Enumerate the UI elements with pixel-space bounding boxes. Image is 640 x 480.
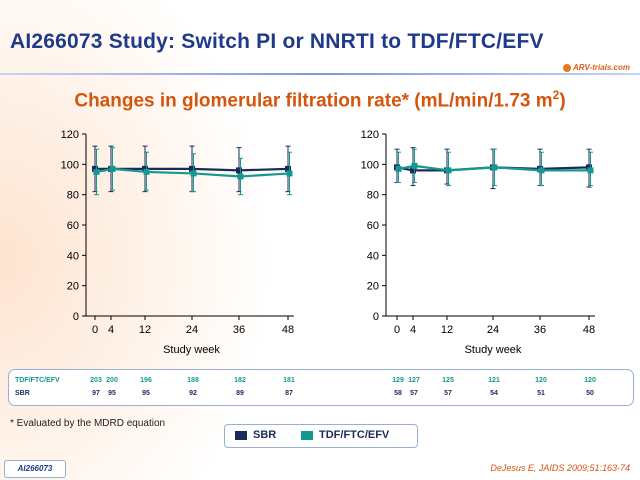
y-tick-label: 60 xyxy=(67,220,79,232)
logo-icon xyxy=(562,63,571,72)
subtitle-superscript: 2 xyxy=(552,88,560,102)
y-tick-label: 20 xyxy=(367,281,379,293)
count-tdf-left: 181 xyxy=(283,377,295,384)
x-tick-label: 48 xyxy=(583,324,595,336)
count-sbr-left: 95 xyxy=(142,390,150,397)
data-point-sbr xyxy=(142,165,148,172)
data-point-tdf xyxy=(143,168,150,175)
y-tick-label: 100 xyxy=(61,159,79,171)
y-tick-label: 60 xyxy=(367,220,379,232)
x-axis-label: Study week xyxy=(163,344,220,356)
data-point-tdf xyxy=(491,164,498,171)
x-tick-label: 12 xyxy=(139,324,151,336)
data-point-sbr xyxy=(92,165,98,172)
slide-title: AI266073 Study: Switch PI or NNRTI to TD… xyxy=(10,30,544,53)
count-tdf-right: 127 xyxy=(408,377,420,384)
count-tdf-right: 120 xyxy=(584,377,596,384)
data-point-tdf xyxy=(395,165,402,172)
legend-swatch-tdf xyxy=(301,431,313,440)
title-divider xyxy=(0,73,640,75)
count-tdf-right: 129 xyxy=(392,377,404,384)
y-tick-label: 20 xyxy=(67,281,79,293)
citation: DeJesus E, JAIDS 2009;51:163-74 xyxy=(490,463,630,473)
y-tick-label: 80 xyxy=(367,190,379,202)
x-tick-label: 24 xyxy=(186,324,198,336)
y-tick-label: 40 xyxy=(367,250,379,262)
x-tick-label: 24 xyxy=(487,324,499,336)
site-logo: ARV-trials.com xyxy=(562,63,630,72)
data-point-tdf xyxy=(109,165,116,172)
counts-row-label-sbr: SBR xyxy=(15,390,30,397)
count-tdf-right: 121 xyxy=(488,377,500,384)
patient-counts-table: TDF/FTC/EFV SBR 203 200 196 188 182 181 97 95 95… xyxy=(8,369,634,406)
count-sbr-left: 95 xyxy=(108,390,116,397)
y-tick-label: 0 xyxy=(373,311,379,323)
x-tick-label: 0 xyxy=(394,324,400,336)
count-tdf-right: 120 xyxy=(535,377,547,384)
count-sbr-right: 50 xyxy=(586,390,594,397)
count-sbr-right: 51 xyxy=(537,390,545,397)
count-tdf-left: 200 xyxy=(106,377,118,384)
chart-subtitle: Changes in glomerular filtration rate* (… xyxy=(0,88,640,112)
subtitle-main: Changes in glomerular filtration rate* (… xyxy=(74,90,553,112)
count-sbr-right: 57 xyxy=(410,390,418,397)
y-tick-label: 100 xyxy=(361,159,379,171)
x-tick-label: 4 xyxy=(108,324,114,336)
count-sbr-left: 89 xyxy=(236,390,244,397)
data-point-tdf xyxy=(237,173,244,180)
x-tick-label: 36 xyxy=(534,324,546,336)
x-tick-label: 36 xyxy=(233,324,245,336)
x-tick-label: 12 xyxy=(441,324,453,336)
count-tdf-left: 203 xyxy=(90,377,102,384)
x-tick-label: 48 xyxy=(282,324,294,336)
data-point-tdf xyxy=(93,168,100,175)
data-point-sbr xyxy=(189,165,195,172)
count-tdf-left: 188 xyxy=(187,377,199,384)
x-tick-label: 0 xyxy=(92,324,98,336)
data-point-tdf xyxy=(445,167,452,174)
data-point-sbr xyxy=(586,164,592,171)
counts-row-label-tdf: TDF/FTC/EFV xyxy=(15,377,60,384)
count-sbr-left: 87 xyxy=(285,390,293,397)
count-tdf-left: 182 xyxy=(234,377,246,384)
y-tick-label: 80 xyxy=(67,190,79,202)
count-sbr-right: 58 xyxy=(394,390,402,397)
count-tdf-left: 196 xyxy=(140,377,152,384)
x-axis-label: Study week xyxy=(465,344,522,356)
study-tag: AI266073 xyxy=(4,460,66,478)
data-point-tdf xyxy=(411,162,418,169)
count-sbr-right: 54 xyxy=(490,390,498,397)
legend-swatch-sbr xyxy=(235,431,247,440)
data-point-tdf xyxy=(538,167,545,174)
data-point-tdf xyxy=(286,170,293,177)
data-point-sbr xyxy=(285,165,291,172)
y-tick-label: 120 xyxy=(61,129,79,141)
x-tick-label: 4 xyxy=(410,324,416,336)
data-point-sbr xyxy=(236,167,242,174)
data-point-tdf xyxy=(587,167,594,174)
y-tick-label: 0 xyxy=(73,311,79,323)
logo-text: ARV-trials.com xyxy=(572,63,630,72)
y-tick-label: 40 xyxy=(67,250,79,262)
legend-label-sbr: SBR xyxy=(253,429,277,441)
count-sbr-left: 97 xyxy=(92,390,100,397)
data-point-sbr xyxy=(410,167,416,174)
data-point-tdf xyxy=(190,170,197,177)
footnote: * Evaluated by the MDRD equation xyxy=(10,418,166,429)
subtitle-end: ) xyxy=(559,90,566,112)
legend-label-tdf: TDF/FTC/EFV xyxy=(319,429,390,441)
count-tdf-right: 125 xyxy=(442,377,454,384)
count-sbr-right: 57 xyxy=(444,390,452,397)
y-tick-label: 120 xyxy=(361,129,379,141)
count-sbr-left: 92 xyxy=(189,390,197,397)
chart-legend: SBR TDF/FTC/EFV xyxy=(224,424,418,448)
